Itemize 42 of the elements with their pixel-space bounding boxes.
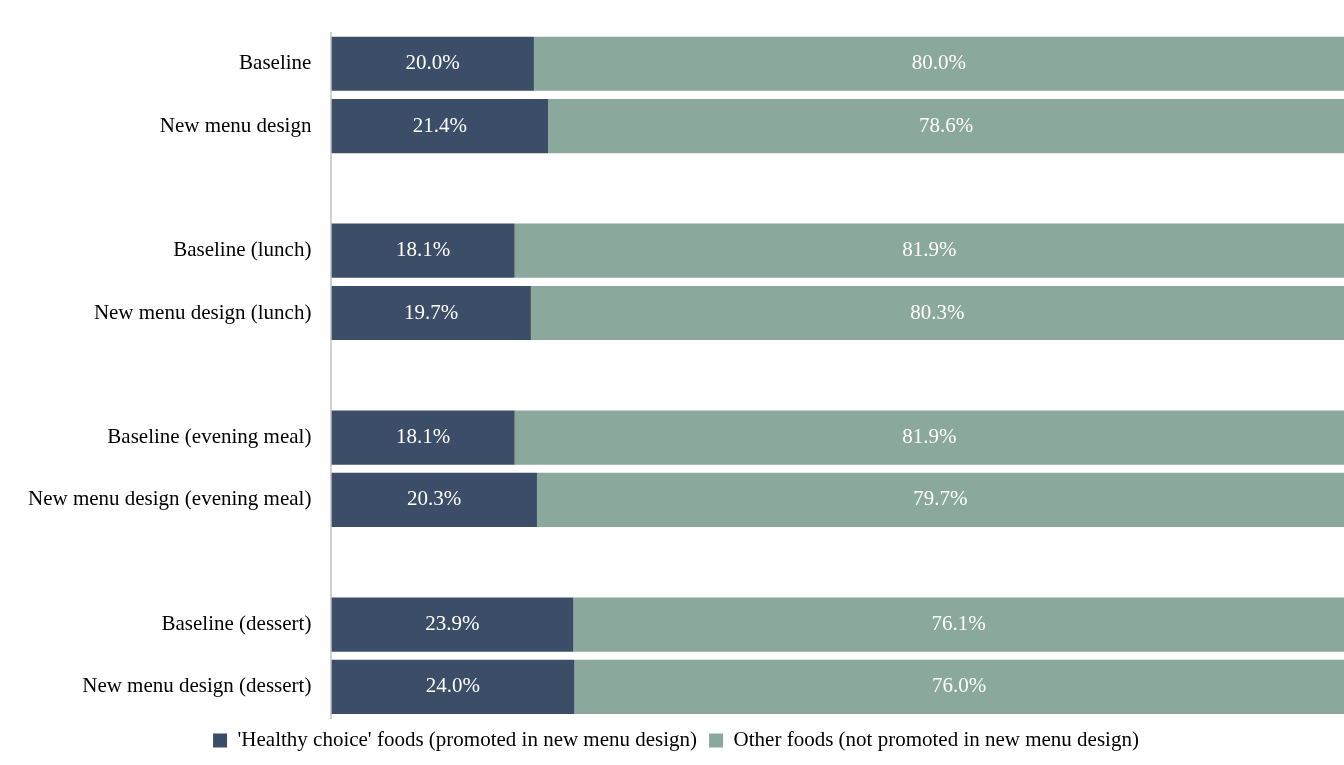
- y-tick-label: Baseline (evening meal): [107, 424, 312, 449]
- bar: [331, 223, 515, 278]
- bar: [514, 223, 1344, 278]
- legend-label: Other foods (not promoted in new menu design): [733, 727, 1139, 752]
- data-label: 80.0%: [911, 50, 967, 75]
- bar: [331, 36, 534, 91]
- bar: [530, 285, 1344, 341]
- data-label: 79.7%: [913, 486, 968, 511]
- data-label: 81.9%: [902, 424, 957, 449]
- bar: [573, 597, 1344, 652]
- data-label: 18.1%: [395, 424, 451, 449]
- data-label: 21.4%: [412, 112, 467, 137]
- bar: [514, 410, 1344, 465]
- data-label: 23.9%: [425, 611, 480, 636]
- bar: [331, 659, 575, 714]
- data-label: 20.3%: [407, 486, 462, 511]
- legend-label: 'Healthy choice' foods (promoted in new menu design): [237, 727, 698, 752]
- data-label: 80.3%: [910, 299, 965, 324]
- y-tick-label: New menu design (evening meal): [27, 486, 312, 511]
- data-label: 24.0%: [425, 673, 481, 698]
- bar: [331, 285, 531, 341]
- y-tick-label: New menu design: [159, 112, 312, 137]
- y-tick-label: New menu design (dessert): [82, 673, 312, 698]
- data-label: 19.7%: [404, 299, 459, 324]
- bar: [331, 472, 537, 528]
- bar: [536, 472, 1344, 528]
- data-label: 78.6%: [918, 112, 974, 137]
- data-label: 76.0%: [932, 673, 987, 698]
- bar: [548, 98, 1344, 154]
- y-tick-label: Baseline (lunch): [173, 237, 312, 262]
- bar: [574, 659, 1344, 714]
- bar: [331, 98, 549, 154]
- y-tick-label: Baseline (dessert): [161, 611, 312, 636]
- data-label: 76.1%: [931, 611, 986, 636]
- bar: [331, 597, 574, 652]
- data-label: 81.9%: [902, 237, 957, 262]
- y-tick-label: New menu design (lunch): [93, 299, 312, 324]
- bar: [331, 410, 515, 465]
- bar: [533, 36, 1344, 91]
- data-label: 18.1%: [395, 237, 451, 262]
- y-tick-label: Baseline: [239, 50, 312, 75]
- data-label: 20.0%: [405, 50, 460, 75]
